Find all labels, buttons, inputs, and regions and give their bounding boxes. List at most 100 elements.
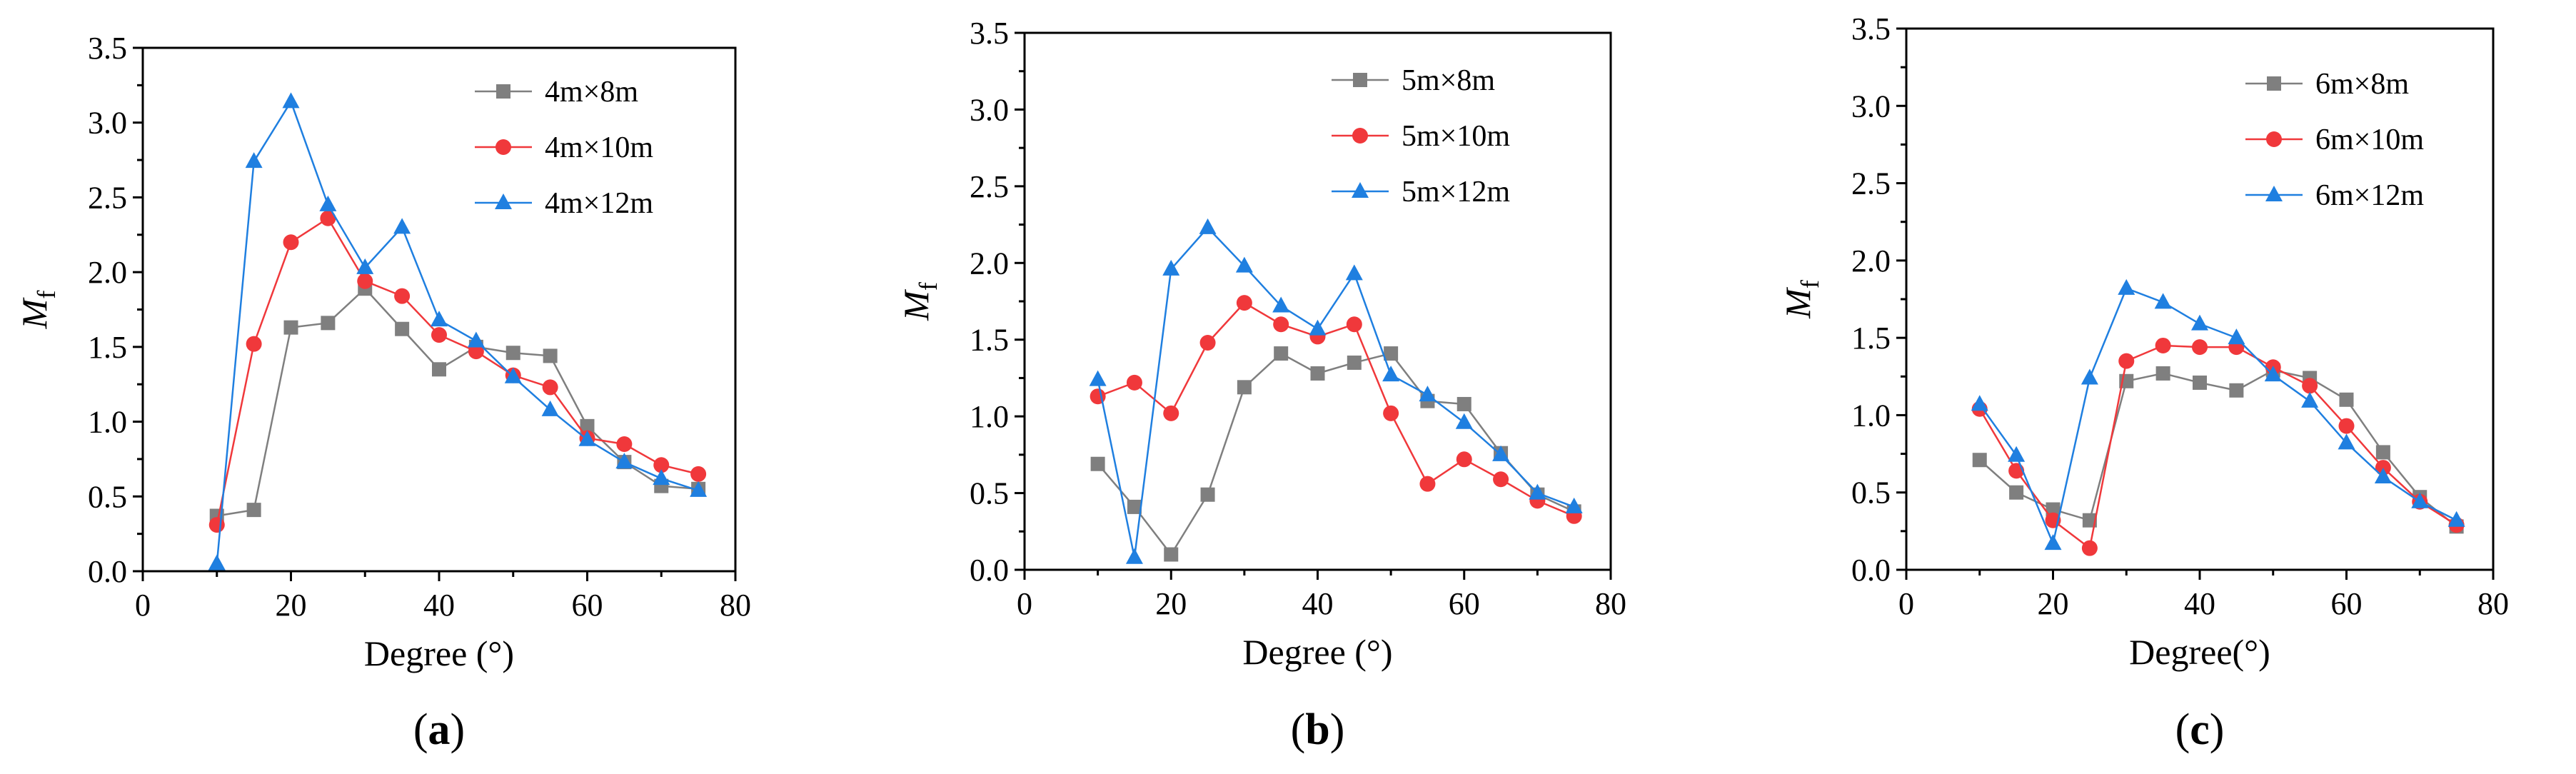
data-point [2081,540,2098,556]
y-tick-label: 2.0 [970,246,1009,281]
y-tick-label: 0.0 [1851,553,1891,588]
data-point [1199,218,1217,234]
series-2 [1089,218,1583,564]
panel-label-close: ) [451,705,466,754]
data-point [1971,395,1988,411]
data-point [1090,456,1105,471]
x-tick-label: 0 [1017,586,1032,621]
data-point [2411,492,2429,508]
data-point [2447,511,2465,527]
x-tick-label: 40 [423,588,455,623]
series-line [1978,287,2457,547]
data-point [1200,487,1215,502]
data-point [2229,383,2244,398]
data-point [431,327,447,343]
y-axis-title-main: M [14,297,54,329]
panel-label-letter: a [428,705,451,754]
data-point [1384,346,1399,361]
data-point [2338,418,2355,434]
data-point [615,453,633,469]
panel-label: (b) [1291,705,1345,754]
legend-marker [2266,131,2282,147]
data-point [467,331,485,348]
y-axis-title: Mf [896,282,942,321]
data-point [616,436,633,452]
panel-label-open: ( [2175,705,2190,754]
panel-label-open: ( [1291,705,1306,754]
y-axis-title-subscript: f [32,291,61,299]
data-point [1235,256,1253,273]
data-point [282,92,300,109]
legend-entry: 5m×10m [1402,120,1510,153]
data-point [1346,316,1362,333]
data-point [1529,483,1546,500]
chart-panel-a: 0 20 40 60 80 0.0 0.5 1.0 1.5 2.0 2.5 3.0 3.5 Degree … [14,31,751,754]
data-point [283,234,299,251]
series-line [216,99,699,564]
panel-label-open: ( [413,705,428,754]
data-point [2008,446,2026,462]
data-point [1419,386,1437,402]
data-point [356,258,374,274]
y-tick-label: 2.5 [970,169,1009,204]
panel-label-letter: c [2190,705,2210,754]
data-point [393,218,411,234]
x-axis-title: Degree (°) [364,633,514,673]
data-point [395,321,410,336]
y-tick-label: 1.0 [88,405,127,440]
data-point [1345,264,1363,281]
y-axis-title-main: M [896,289,936,321]
panel-label-close: ) [2210,705,2225,754]
y-tick-label: 3.0 [1851,89,1891,124]
x-tick-label: 60 [572,588,603,623]
y-tick-label: 1.0 [1851,398,1891,433]
data-point [2155,337,2171,353]
data-point [319,195,337,211]
data-point [246,336,262,352]
y-tick-label: 0.5 [1851,476,1891,511]
y-tick-label: 3.0 [970,92,1009,127]
data-point [2192,339,2208,356]
series-2 [208,92,708,571]
data-point [321,316,336,331]
y-tick-label: 0.5 [88,479,127,514]
data-point [690,466,707,482]
y-tick-label: 0.5 [970,476,1009,511]
y-tick-label: 3.5 [88,31,127,66]
x-tick-label: 20 [1155,586,1187,621]
data-point [320,210,336,226]
data-point [653,457,670,473]
data-point [245,152,263,169]
data-point [1310,366,1325,381]
data-point [2082,513,2097,528]
data-point [2081,368,2098,385]
data-point [653,469,670,486]
panel-label-close: ) [1330,705,1345,754]
data-point [1493,471,1509,488]
x-tick-label: 40 [2184,586,2215,621]
data-point [2154,293,2172,309]
y-axis-title: Mf [14,291,61,330]
series-0 [1972,363,2464,534]
legend-marker [2265,186,2283,201]
legend-marker [495,194,512,209]
legend-marker [2267,76,2281,91]
data-point [208,554,226,571]
x-axis-title: Degree (°) [1242,632,1392,672]
y-tick-label: 2.0 [1851,243,1891,278]
data-point [1419,476,1436,492]
legend-entry: 4m×8m [545,76,638,109]
chart-panel-b: 0 20 40 60 80 0.0 0.5 1.0 1.5 2.0 2.5 3.0 3.5 Degree … [896,16,1626,754]
data-point [2044,534,2062,551]
legend: 6m×8m 6m×10m 6m×12m [2245,68,2424,212]
series-0 [209,281,706,523]
data-point [2118,278,2135,295]
data-point [2339,392,2354,407]
data-point [432,362,446,377]
data-point [2301,391,2319,408]
data-point [1272,296,1290,313]
data-point [2302,378,2318,394]
plot-frame [141,46,737,573]
data-point [1274,346,1289,361]
data-point [431,311,448,327]
